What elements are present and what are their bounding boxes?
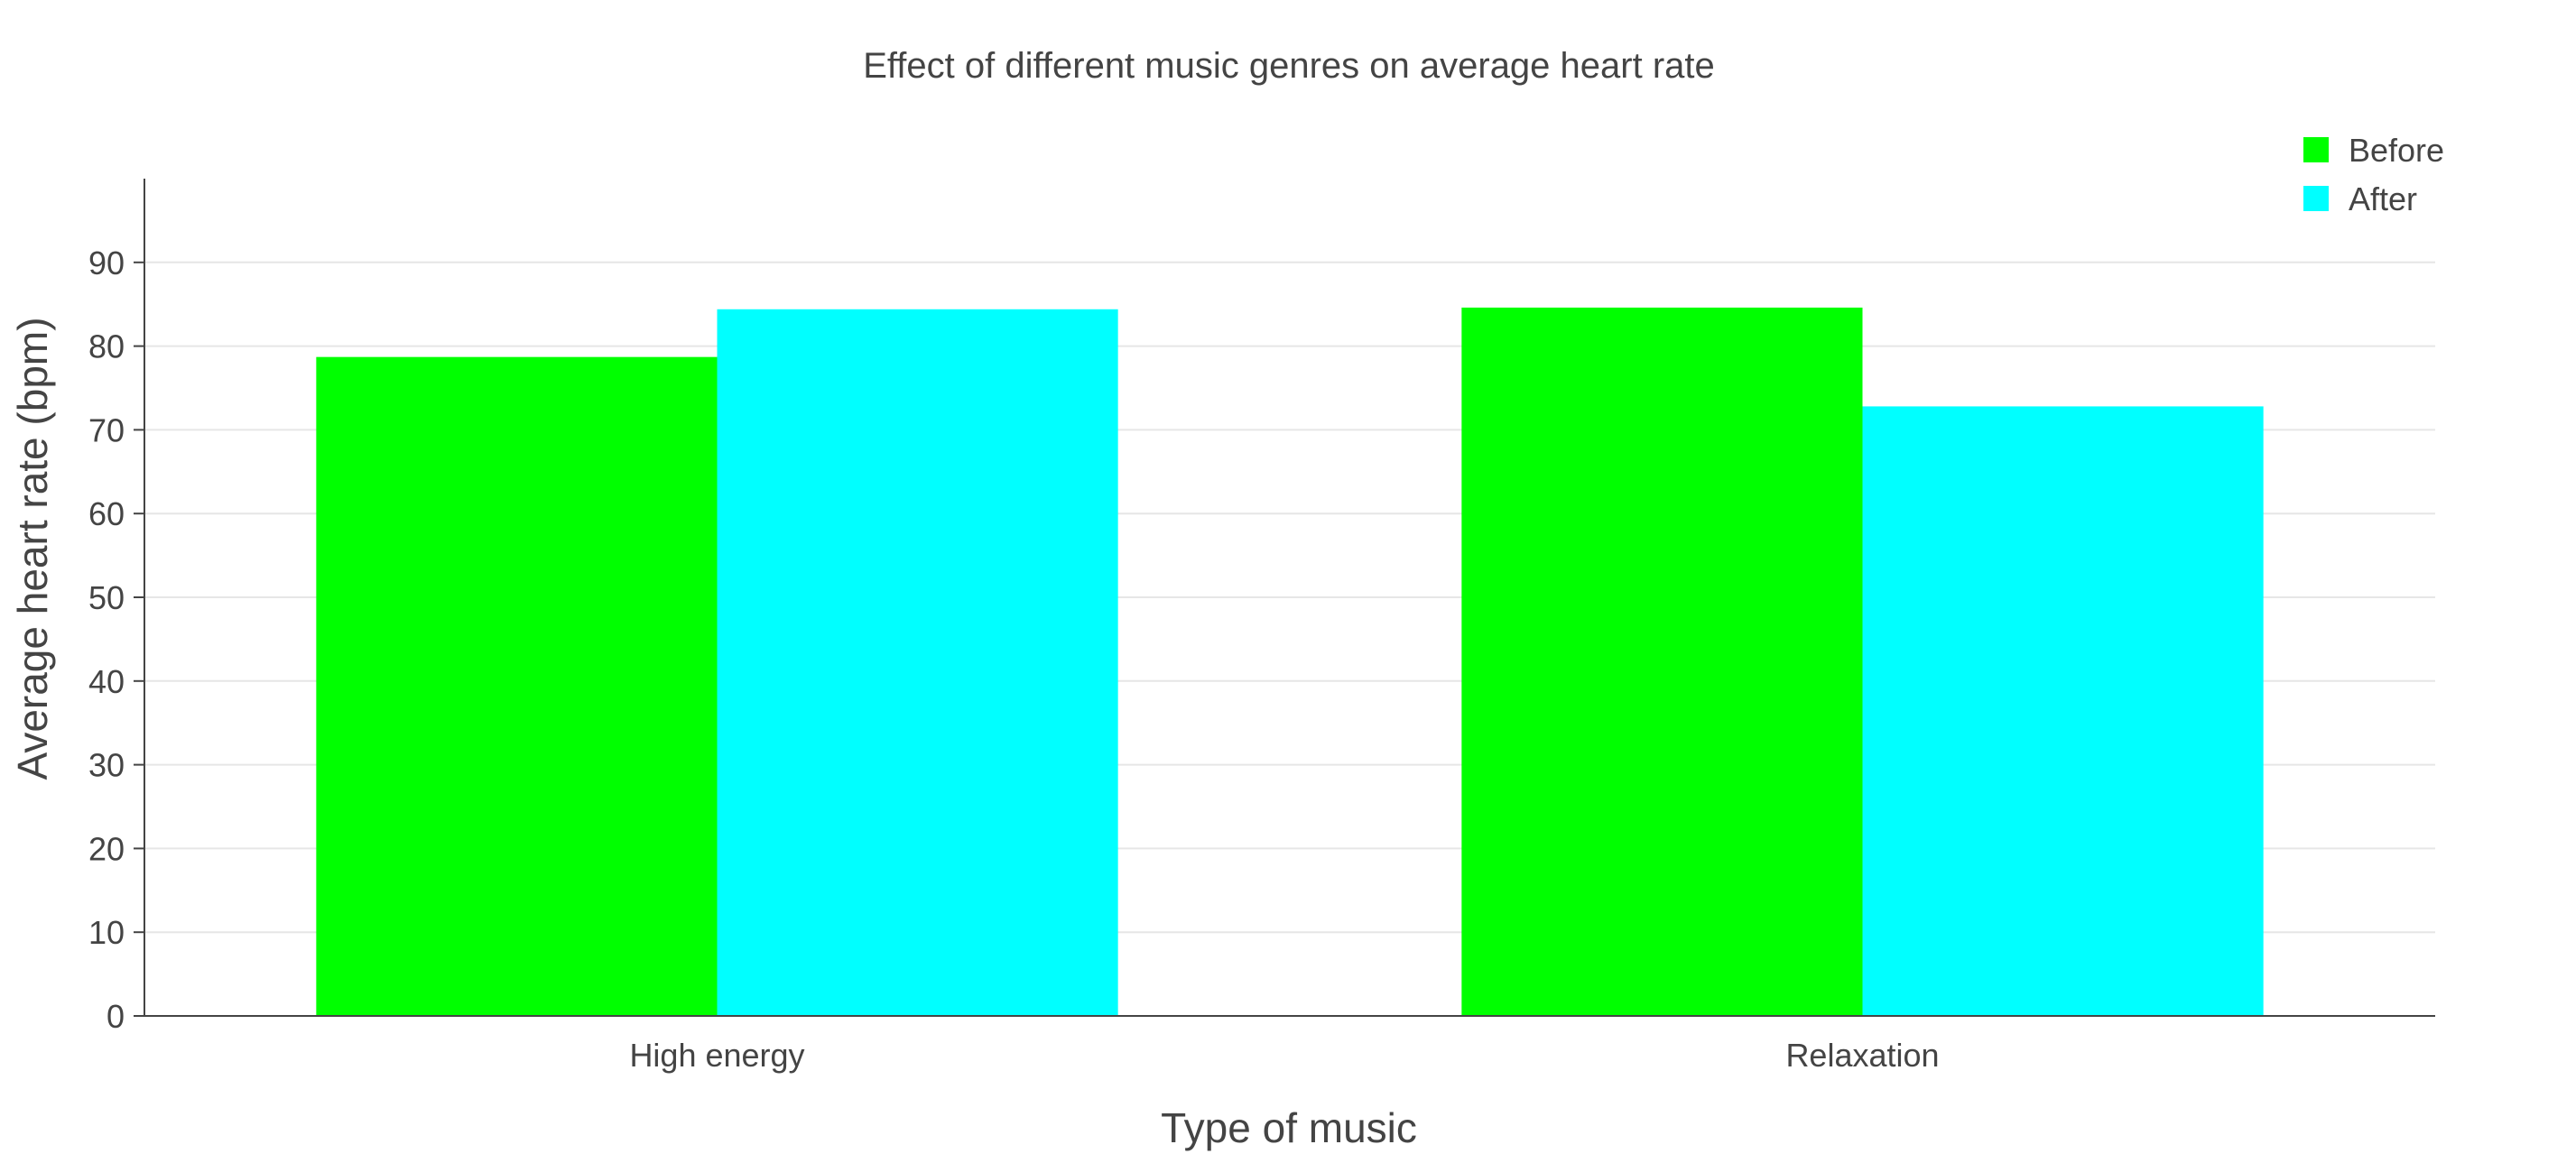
y-tick-label: 50 (88, 579, 125, 616)
legend-swatch (2303, 186, 2329, 211)
y-tick-label: 0 (107, 998, 125, 1035)
x-axis-title: Type of music (1161, 1104, 1417, 1151)
x-tick-label: High energy (629, 1037, 804, 1074)
y-tick-label: 40 (88, 663, 125, 700)
bars (316, 307, 2264, 1016)
legend-label: Before (2349, 132, 2444, 169)
legend[interactable]: Before After (2303, 132, 2444, 217)
bar-after-1 (1862, 406, 2264, 1016)
bar-after-0 (717, 309, 1118, 1016)
y-tick-label: 30 (88, 747, 125, 784)
legend-swatch (2303, 137, 2329, 162)
bar-before-1 (1461, 307, 1863, 1016)
y-tick-label: 20 (88, 830, 125, 867)
legend-item-after[interactable]: After (2303, 180, 2417, 217)
y-tick-labels: 0 10 20 30 40 50 60 70 80 90 (88, 245, 125, 1035)
y-tick-label: 80 (88, 328, 125, 365)
axes (139, 179, 2435, 1017)
chart-title: Effect of different music genres on aver… (863, 46, 1715, 86)
y-tick-label: 60 (88, 495, 125, 532)
bar-before-0 (316, 356, 718, 1016)
y-tick-label: 10 (88, 914, 125, 951)
legend-item-before[interactable]: Before (2303, 132, 2444, 169)
y-tick-label: 70 (88, 411, 125, 448)
y-axis-title: Average heart rate (bpm) (9, 317, 56, 780)
legend-label: After (2349, 180, 2417, 217)
y-tick-label: 90 (88, 245, 125, 282)
x-tick-labels: High energy Relaxation (629, 1037, 1939, 1074)
x-tick-label: Relaxation (1785, 1037, 1939, 1074)
